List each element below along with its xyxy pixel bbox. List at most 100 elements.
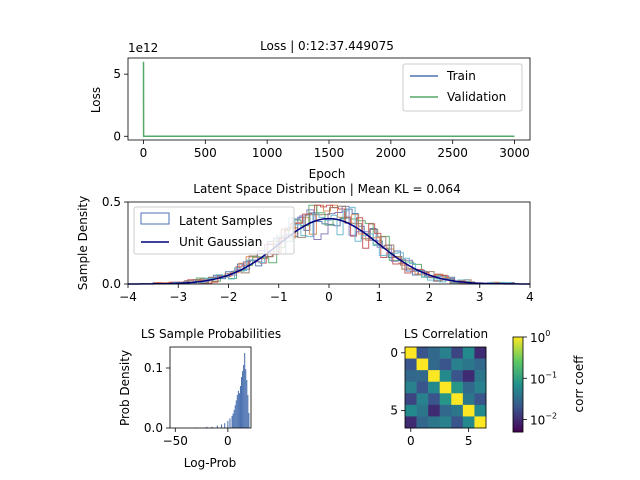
colorbar-tick-label: 100 [530,329,550,345]
logprob-bar [246,380,248,428]
logprob-y-tick-label: 0.1 [144,361,163,375]
correlation-cell [405,347,417,359]
correlation-cell [428,347,441,359]
colorbar-segment [513,379,523,383]
loss-x-tick-label: 0 [140,146,148,160]
loss-x-tick-label: 500 [194,146,217,160]
logprob-bar [242,371,244,428]
colorbar-segment [513,427,523,431]
logprob-bar [211,426,213,428]
loss-x-label: Epoch [309,167,346,181]
colorbar-segment [513,337,523,340]
colorbar-tick-exponent: 0 [545,329,550,338]
loss-y-multiplier: 1e12 [128,41,158,55]
loss-y-label: Loss [89,87,103,113]
correlation-cell [416,381,429,394]
correlation-cell [428,404,441,417]
colorbar-tick-exponent: −2 [545,412,557,421]
colorbar-segment [513,396,523,400]
logprob-bar [233,410,235,428]
correlation-cell [428,370,441,383]
latent-x-tick-label: 2 [426,290,434,304]
colorbar-segment [513,413,523,416]
colorbar-segment [513,346,523,350]
logprob-x-label: Log-Prob [184,456,236,470]
logprob-bar [247,395,249,428]
latent-x-tick-label: −4 [119,290,137,304]
colorbar-segment [513,405,523,409]
latent-legend-swatch-samples [140,212,170,225]
correlation-y-tick-label: 5 [390,404,398,418]
latent-marks: −4 −3 −2 −1 0 1 2 3 4 0.0 0.5 [102,195,534,304]
correlation-cell [439,393,452,406]
correlation-cell [462,358,475,371]
correlation-cell [462,393,475,406]
latent-y-tick-label: 0.5 [102,195,121,209]
colorbar-tick-label: 10−2 [530,412,557,428]
colorbar-segment [513,353,523,357]
correlation-cell [416,358,429,371]
loss-title: Loss | 0:12:37.449075 [260,39,394,53]
correlation-cell [462,347,475,359]
latent-hist-step-6 [161,206,512,285]
correlation-cell [405,416,417,429]
correlation-cell [451,416,464,429]
colorbar-label: corr coeff [572,355,586,413]
correlation-cell [405,370,417,383]
correlation-cell [416,393,429,406]
colorbar-segment [513,391,523,395]
logprob-bar [221,424,223,428]
loss-x-tick-label: 2500 [437,146,468,160]
latent-x-tick-label: −2 [220,290,238,304]
colorbar-segment [513,386,523,390]
loss-legend: Train Validation [402,63,523,112]
correlation-cell [439,404,452,417]
colorbar-segment [513,344,523,347]
latent-y-label: Sample Density [76,196,90,290]
correlation-cell [474,404,487,417]
latent-legend-gaussian: Unit Gaussian [179,235,262,249]
logprob-bar [237,390,239,428]
correlation-axes-frame [404,346,487,429]
colorbar-segment [513,375,523,378]
latent-x-tick-label: −3 [169,290,187,304]
logprob-bar [231,416,233,428]
correlation-cell [439,416,452,429]
loss-marks: 0 500 1000 1500 2000 2500 3000 0 5 [113,57,531,160]
colorbar-segment [513,410,523,414]
correlation-plot: LS Correlation 0 505 corr coeff 10010−110… [390,327,586,448]
colorbar-segment [513,365,523,369]
latent-y-tick-label: 0.0 [102,277,121,291]
colorbar-segment [513,403,523,407]
correlation-title: LS Correlation [404,327,488,341]
colorbar-segment [513,384,523,388]
loss-x-tick-label: 1500 [314,146,345,160]
colorbar-segment [513,429,523,433]
correlation-cell [451,404,464,417]
latent-plot: Latent Space Distribution | Mean KL = 0.… [76,182,534,304]
correlation-cell [416,416,429,429]
colorbar-segment [513,372,523,376]
logprob-x-tick-label: 0 [224,434,232,448]
latent-x-tick-label: 1 [375,290,383,304]
loss-plot: Loss | 0:12:37.449075 1e12 Loss Epoch 0 5… [89,39,531,181]
correlation-cell [462,416,475,429]
logprob-bar [235,400,237,428]
colorbar-marks: 100 10−1 10−2 [512,329,557,433]
latent-legend-samples: Latent Samples [179,214,273,228]
correlation-cell [474,393,487,406]
logprob-plot: LS Sample Probabilities Prob Density Log… [118,327,281,470]
latent-gaussian-curve [128,217,530,285]
loss-y-tick-label: 5 [113,67,121,81]
colorbar-tick-exponent: −1 [545,370,557,379]
correlation-cell [474,381,487,394]
logprob-bar [238,393,240,428]
logprob-bar [227,420,229,428]
correlation-cell [416,347,429,359]
latent-title: Latent Space Distribution | Mean KL = 0.… [193,182,460,196]
logprob-x-tick-label: −50 [163,434,188,448]
colorbar-segment [513,424,523,428]
logprob-bar [216,425,218,428]
loss-legend-validation: Validation [447,90,506,104]
